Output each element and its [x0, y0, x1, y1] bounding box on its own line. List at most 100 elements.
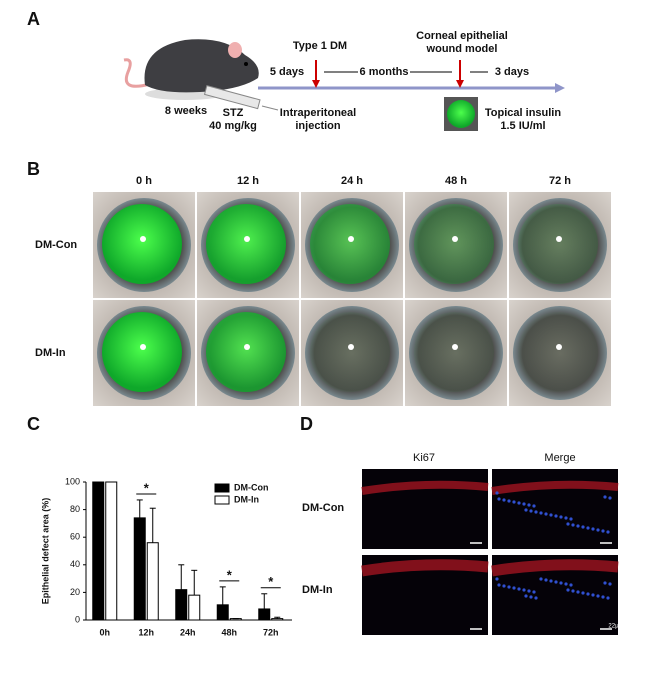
timeline-text: 5 days [270, 66, 304, 78]
micrograph-nucleus [596, 594, 600, 598]
micrograph-nucleus [532, 504, 536, 508]
timeline-text: 1.5 IU/ml [500, 120, 545, 132]
micrograph-nucleus [601, 529, 605, 533]
treatment-photo-eye [447, 100, 475, 128]
micrograph-nucleus [512, 500, 516, 504]
micrograph-epithelium [491, 480, 619, 495]
micrograph-nucleus [522, 502, 526, 506]
photo-stain [518, 312, 598, 392]
micrograph-nucleus [586, 526, 590, 530]
micrograph-nucleus [581, 525, 585, 529]
panel-label: B [27, 159, 40, 179]
y-tick-label: 0 [75, 614, 80, 624]
y-tick-label: 20 [70, 587, 80, 597]
micrograph-nucleus [502, 498, 506, 502]
micrograph-nucleus [559, 515, 563, 519]
photo-stain [518, 204, 598, 284]
timeline-arrow [555, 83, 565, 93]
photo-glint [556, 344, 562, 350]
timeline-text: Topical insulin [485, 107, 561, 119]
timeline-text: 3 days [495, 66, 529, 78]
syringe [203, 85, 279, 111]
micrograph-nucleus [608, 496, 612, 500]
photo-stain [206, 312, 286, 392]
y-axis-label: Epithelial defect area (%) [40, 498, 50, 605]
micrograph-nucleus [576, 590, 580, 594]
micrograph-nucleus [544, 578, 548, 582]
micrograph-nucleus [517, 501, 521, 505]
micrograph-nucleus [566, 588, 570, 592]
timeline-text: Type 1 DM [293, 40, 347, 52]
micrograph-epithelium [361, 480, 489, 495]
micrograph-nucleus [522, 588, 526, 592]
significance-mark: * [227, 567, 233, 582]
micrograph-nucleus [606, 530, 610, 534]
micrograph-nucleus [571, 589, 575, 593]
column-header: 0 h [136, 175, 152, 187]
significance-mark: * [144, 480, 150, 495]
micrograph-nucleus [512, 586, 516, 590]
bar [258, 608, 271, 621]
column-header: 12 h [237, 175, 259, 187]
bar [216, 604, 229, 621]
micrograph-nucleus [529, 509, 533, 513]
photo-glint [348, 344, 354, 350]
x-tick-label: 72h [263, 627, 279, 637]
micrograph-nucleus [517, 587, 521, 591]
column-header: 72 h [549, 175, 571, 187]
mouse [123, 39, 259, 100]
micrograph-nucleus [571, 523, 575, 527]
micrograph-nucleus [497, 497, 501, 501]
photo-glint [140, 344, 146, 350]
scale-label: 22μm [608, 624, 623, 630]
photo-eye [513, 306, 607, 400]
micrograph-nucleus [539, 577, 543, 581]
y-tick-label: 60 [70, 532, 80, 542]
micrograph-epithelium [361, 559, 489, 577]
photo-glint [244, 344, 250, 350]
column-header: 24 h [341, 175, 363, 187]
legend-label: DM-Con [234, 482, 269, 492]
significance-mark: * [268, 574, 274, 589]
x-tick-label: 12h [138, 627, 154, 637]
micrograph-nucleus [581, 591, 585, 595]
column-header: Ki67 [413, 452, 435, 464]
micrograph-nucleus [534, 510, 538, 514]
micrograph-nucleus [507, 499, 511, 503]
photo-stain [102, 204, 182, 284]
micrograph-nucleus [507, 585, 511, 589]
micrograph-nucleus [601, 595, 605, 599]
photo-stain [206, 204, 286, 284]
photo-stain [414, 204, 494, 284]
timeline-text: Intraperitoneal [280, 107, 356, 119]
micrograph-nucleus [603, 581, 607, 585]
micrograph-nucleus [576, 524, 580, 528]
bar [146, 542, 159, 621]
micrograph-nucleus [549, 513, 553, 517]
micrograph-nucleus [608, 582, 612, 586]
photo-stain [414, 312, 494, 392]
micrograph-nucleus [497, 583, 501, 587]
timeline-text: injection [295, 120, 341, 132]
micrograph-nucleus [495, 491, 499, 495]
bar [175, 589, 188, 621]
row-label: DM-In [302, 584, 333, 596]
micrograph-epithelium [491, 559, 619, 577]
micrograph-nucleus [606, 596, 610, 600]
photo-glint [140, 236, 146, 242]
x-tick-label: 0h [99, 627, 110, 637]
panel-label: D [300, 414, 313, 434]
photo-stain [310, 204, 390, 284]
micrograph-nucleus [596, 528, 600, 532]
micrograph-nucleus [591, 527, 595, 531]
x-tick-label: 48h [221, 627, 237, 637]
micrograph-nucleus [524, 594, 528, 598]
timeline-text: 8 weeks [165, 105, 207, 117]
micrograph-nucleus [544, 512, 548, 516]
row-label: DM-In [35, 347, 66, 359]
micrograph-nucleus [527, 503, 531, 507]
micrograph-nucleus [502, 584, 506, 588]
bar [92, 481, 105, 621]
bar [271, 618, 284, 621]
